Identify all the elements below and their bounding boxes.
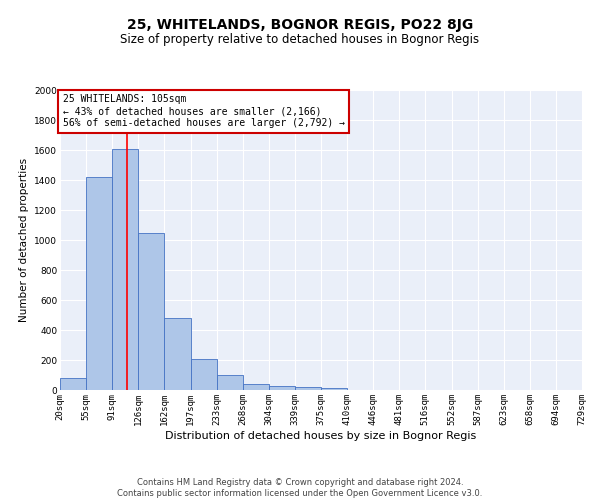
- Bar: [112, 148, 139, 390]
- Bar: [60, 378, 86, 390]
- X-axis label: Distribution of detached houses by size in Bognor Regis: Distribution of detached houses by size …: [166, 430, 476, 440]
- Text: Contains HM Land Registry data © Crown copyright and database right 2024.
Contai: Contains HM Land Registry data © Crown c…: [118, 478, 482, 498]
- Bar: [164, 318, 191, 390]
- Bar: [86, 177, 112, 390]
- Bar: [139, 232, 164, 390]
- Text: Size of property relative to detached houses in Bognor Regis: Size of property relative to detached ho…: [121, 32, 479, 46]
- Bar: [191, 359, 217, 390]
- Y-axis label: Number of detached properties: Number of detached properties: [19, 158, 29, 322]
- Bar: [269, 386, 295, 390]
- Text: 25, WHITELANDS, BOGNOR REGIS, PO22 8JG: 25, WHITELANDS, BOGNOR REGIS, PO22 8JG: [127, 18, 473, 32]
- Bar: [217, 375, 243, 390]
- Bar: [321, 388, 347, 390]
- Bar: [243, 384, 269, 390]
- Text: 25 WHITELANDS: 105sqm
← 43% of detached houses are smaller (2,166)
56% of semi-d: 25 WHITELANDS: 105sqm ← 43% of detached …: [62, 94, 344, 128]
- Bar: [295, 387, 321, 390]
